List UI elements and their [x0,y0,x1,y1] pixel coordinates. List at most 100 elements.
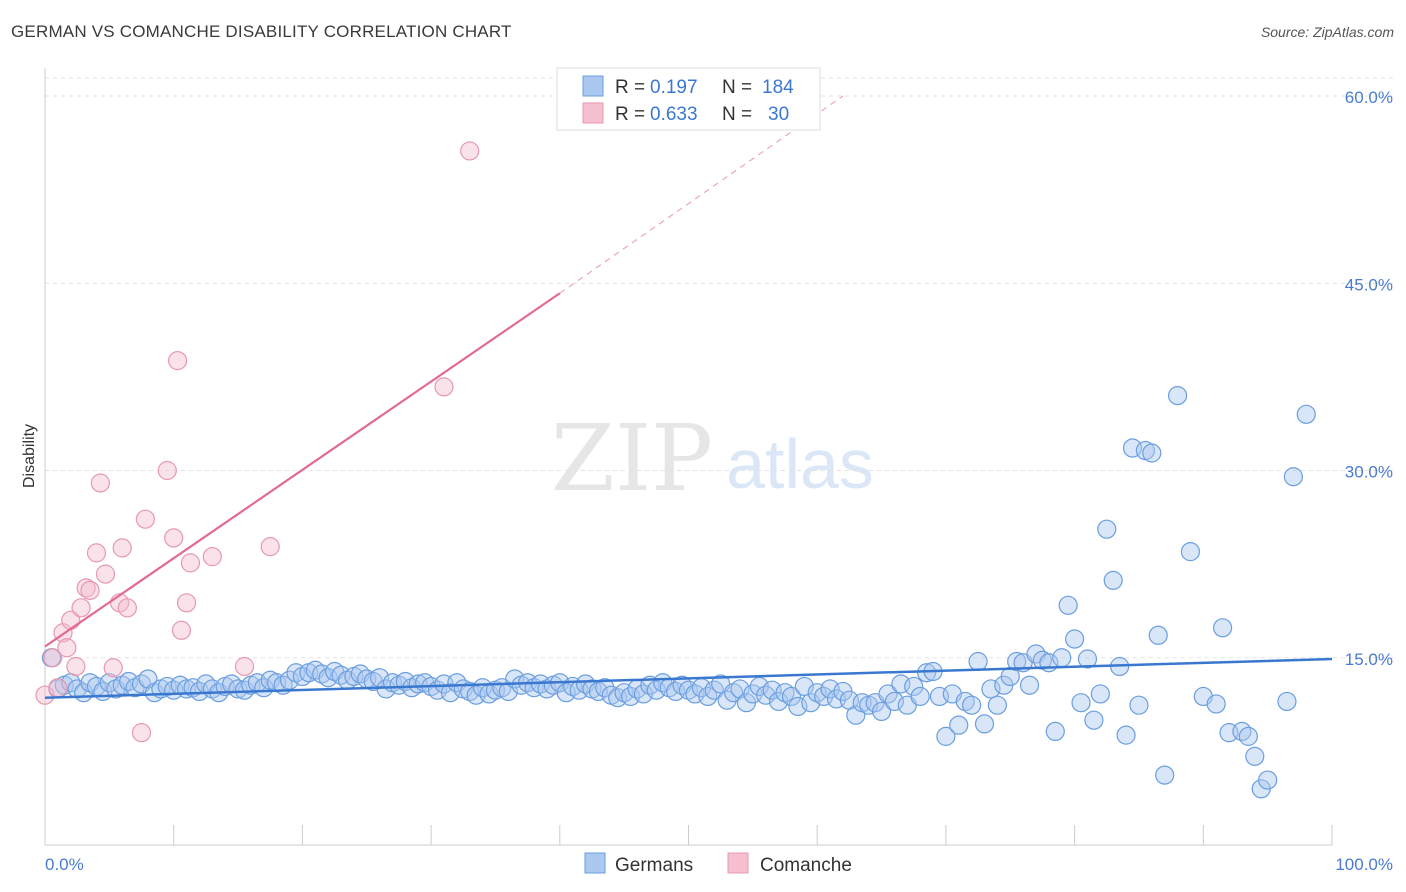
comanche-point [176,593,197,613]
stats-legend: R = 0.197 N = 184 R = 0.633 N = 30 [556,67,821,131]
comanche-legend-swatch [582,102,604,124]
comanche-point [131,723,152,743]
germans-point [717,690,737,710]
y-tick-label: 15.0% [1345,650,1393,669]
german-n-label: N = [722,77,752,98]
germans-point [962,695,982,715]
comanche-point [202,547,222,567]
germans-point [1045,721,1065,742]
germans-point [1077,649,1098,669]
comanche-points [35,141,480,743]
comanche-point [260,537,280,557]
comanche-point [71,598,91,618]
germans-point [1090,684,1110,704]
germans-point [595,678,615,698]
germans-point [1142,443,1162,463]
germans-point [1277,691,1297,712]
comanche-point [164,528,184,548]
germans-point [916,663,937,683]
comanche-point [234,656,255,677]
germans-point [1206,694,1226,714]
germans-point [781,686,802,707]
y-tick-label: 30.0% [1345,463,1393,482]
y-tick-label: 60.0% [1345,88,1393,107]
germans-point [1097,519,1117,539]
comanche-trend-line [44,292,561,648]
watermark: ZIP atlas [551,405,874,512]
comanche-r-value: 0.633 [650,104,698,125]
comanche-point [103,658,123,678]
comanche-r-label: R = [615,104,645,125]
trend-lines [44,95,1333,699]
germans-point [1148,625,1168,645]
germans-point [871,701,892,722]
germans-point [987,695,1007,715]
germans-point [1019,675,1040,695]
watermark-atlas: atlas [726,425,874,503]
germans-legend-label: Germans [615,855,693,876]
germans-point [936,726,956,746]
germans-point [1007,651,1027,672]
comanche-point [66,656,86,677]
germans-point [1155,765,1175,785]
germans-legend-swatch [584,852,606,874]
y-tick-label: 45.0% [1345,275,1393,294]
germans-point [1213,618,1233,638]
germans-point [1064,629,1085,649]
germans-point [1232,721,1252,742]
comanche-point [171,620,192,640]
germans-point [1245,746,1265,766]
german-points [41,386,1316,799]
comanche-point [180,553,201,573]
germans-point [1238,726,1258,746]
x-ticks [44,825,1333,845]
chart-title: GERMAN VS COMANCHE DISABILITY CORRELATIO… [11,22,512,41]
germans-point [1296,404,1316,424]
series-legend: Germans Comanche [584,852,852,876]
germans-point [1283,467,1303,487]
germans-point [974,714,995,734]
comanche-point [86,543,107,563]
german-r-value: 0.197 [650,77,698,98]
germans-point [1116,725,1136,745]
germans-point [1071,693,1091,713]
german-trend-line [44,657,1333,699]
germans-point [1084,710,1104,730]
comanche-point [80,580,100,600]
comanche-point [95,564,116,584]
comanche-point [434,377,454,397]
comanche-legend-swatch-bottom [727,852,749,874]
comanche-legend-label: Comanche [760,855,852,876]
germans-point [1052,648,1072,668]
comanche-point [157,460,177,481]
germans-point [1103,570,1123,590]
germans-point [846,705,866,725]
comanche-n-label: N = [722,104,752,125]
watermark-zip: ZIP [551,405,713,512]
y-tick-labels: 15.0% 30.0% 45.0% 60.0% [1345,88,1393,669]
comanche-point [460,141,480,161]
comanche-point [48,678,68,698]
gridlines [45,77,1393,659]
x-tick-label-min: 0.0% [45,855,84,874]
y-axis-title: Disability [21,424,38,488]
germans-point [1129,695,1149,715]
x-tick-label-max: 100.0% [1335,855,1393,874]
germans-point [878,684,898,704]
comanche-point [57,638,77,658]
comanche-point [112,538,132,558]
source-note: Source: ZipAtlas.com [1260,24,1394,40]
comanche-n-value: 30 [768,104,789,125]
comanche-point [167,351,188,371]
germans-point [904,676,924,697]
german-r-label: R = [615,77,645,98]
german-n-value: 184 [762,77,794,98]
german-legend-swatch [582,75,604,97]
comanche-point [117,598,137,618]
comanche-point [135,509,155,529]
germans-point [1167,386,1188,406]
germans-point [910,686,930,707]
germans-point [968,651,988,672]
germans-point [949,715,969,735]
